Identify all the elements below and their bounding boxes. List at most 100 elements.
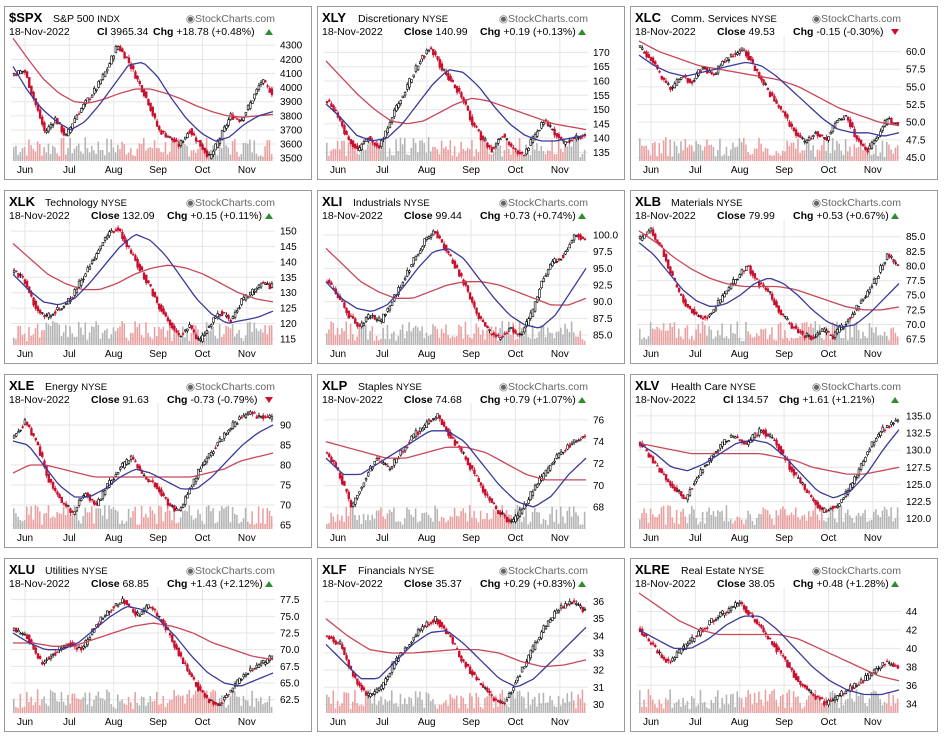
y-tick-label: 30 (593, 700, 605, 711)
candle (868, 286, 871, 295)
volume-bar (514, 698, 517, 713)
volume-bar (883, 331, 886, 345)
chart-panel-xle[interactable]: XLE Energy NYSE ◉StockCharts.com 18-Nov-… (4, 374, 312, 548)
volume-bar (71, 153, 74, 161)
volume-bar (375, 705, 378, 713)
volume-bar (225, 707, 227, 713)
candle (664, 252, 668, 263)
volume-bar (114, 509, 117, 529)
y-tick-label: 127.5 (906, 463, 931, 474)
candle (510, 691, 513, 696)
chart-panel-xlu[interactable]: XLU Utilities NYSE ◉StockCharts.com 18-N… (4, 558, 312, 732)
candle (51, 480, 55, 491)
candle (577, 438, 580, 442)
volume-bar (816, 149, 819, 161)
volume-bar (395, 139, 397, 161)
candle (244, 672, 248, 678)
candle (330, 101, 333, 107)
candle (203, 692, 206, 699)
volume-bar (864, 509, 866, 529)
volume-bar (160, 329, 162, 345)
candle (412, 433, 415, 439)
chart-panel-xlp[interactable]: XLP Staples NYSE ◉StockCharts.com 18-Nov… (317, 374, 625, 548)
candle (142, 88, 146, 98)
candle (199, 336, 202, 343)
chart-panel-xlf[interactable]: XLF Financials NYSE ◉StockCharts.com 18-… (317, 558, 625, 732)
candle (797, 131, 800, 138)
candle (114, 603, 118, 607)
candle (529, 491, 532, 501)
candle (575, 234, 578, 238)
candle (99, 498, 102, 502)
volume-bar (253, 524, 256, 529)
volume-bar (104, 700, 106, 713)
volume-bar (78, 143, 80, 161)
volume-bar (662, 140, 665, 161)
candle (812, 134, 815, 140)
volume-bar (156, 523, 158, 529)
chart-panel-xlc[interactable]: XLC Comm. Services NYSE ◉StockCharts.com… (630, 6, 938, 180)
volume-bar (784, 707, 786, 713)
chart-panel-xlb[interactable]: XLB Materials NYSE ◉StockCharts.com 18-N… (630, 190, 938, 364)
volume-bar (860, 516, 862, 529)
volume-bar (352, 140, 354, 161)
candle (97, 497, 100, 506)
candle (45, 657, 48, 664)
volume-bar (208, 699, 210, 713)
candle (134, 253, 137, 262)
chart-panel-xly[interactable]: XLY Discretionary NYSE ◉StockCharts.com … (317, 6, 625, 180)
candle (859, 462, 863, 472)
candle (155, 295, 159, 305)
volume-bar (179, 139, 182, 161)
volume-bar (775, 150, 778, 161)
volume-bar (231, 324, 234, 345)
volume-bar (212, 508, 214, 529)
volume-bar (330, 321, 332, 345)
chart-panel-xli[interactable]: XLI Industrials NYSE ◉StockCharts.com 18… (317, 190, 625, 364)
volume-bar (369, 141, 371, 161)
candle (349, 313, 353, 318)
volume-bar (45, 152, 48, 161)
candle (80, 498, 83, 502)
candle (341, 641, 344, 651)
volume-bar (805, 143, 808, 161)
volume-bar (697, 324, 700, 345)
candle (129, 454, 133, 463)
candle (827, 136, 830, 143)
direction-arrow-icon (265, 213, 273, 219)
candle (212, 700, 215, 707)
volume-bar (231, 689, 234, 713)
candle (253, 667, 256, 670)
volume-bar (579, 330, 582, 345)
candle (77, 645, 81, 649)
volume-bar (58, 324, 61, 345)
y-tick-label: 36 (593, 597, 605, 608)
volume-bar (242, 340, 245, 345)
candle (216, 702, 219, 706)
candle (181, 139, 185, 144)
volume-bar (896, 507, 899, 529)
candle (872, 668, 876, 674)
volume-bar (758, 513, 760, 529)
candle (82, 103, 85, 111)
candle (112, 605, 115, 611)
candle (162, 130, 165, 134)
chart-panel-xlre[interactable]: XLRE Real Estate NYSE ◉StockCharts.com 1… (630, 558, 938, 732)
candle (697, 314, 700, 318)
volume-bar (117, 511, 119, 529)
chart-panel-xlv[interactable]: XLV Health Care NYSE ◉StockCharts.com 18… (630, 374, 938, 548)
volume-bar (538, 693, 540, 713)
candle (790, 465, 793, 474)
volume-bar (393, 507, 395, 529)
candle (647, 228, 650, 234)
chart-panel-xlk[interactable]: XLK Technology NYSE ◉StockCharts.com 18-… (4, 190, 312, 364)
chart-panel-spx[interactable]: $SPX S&P 500 INDX ◉StockCharts.com 18-No… (4, 6, 312, 180)
candle (536, 639, 539, 644)
volume-bar (210, 330, 212, 345)
volume-bar (784, 151, 786, 161)
candle (25, 421, 29, 427)
ma-fast-line (325, 430, 587, 508)
candle (484, 488, 487, 498)
volume-bar (453, 507, 456, 529)
